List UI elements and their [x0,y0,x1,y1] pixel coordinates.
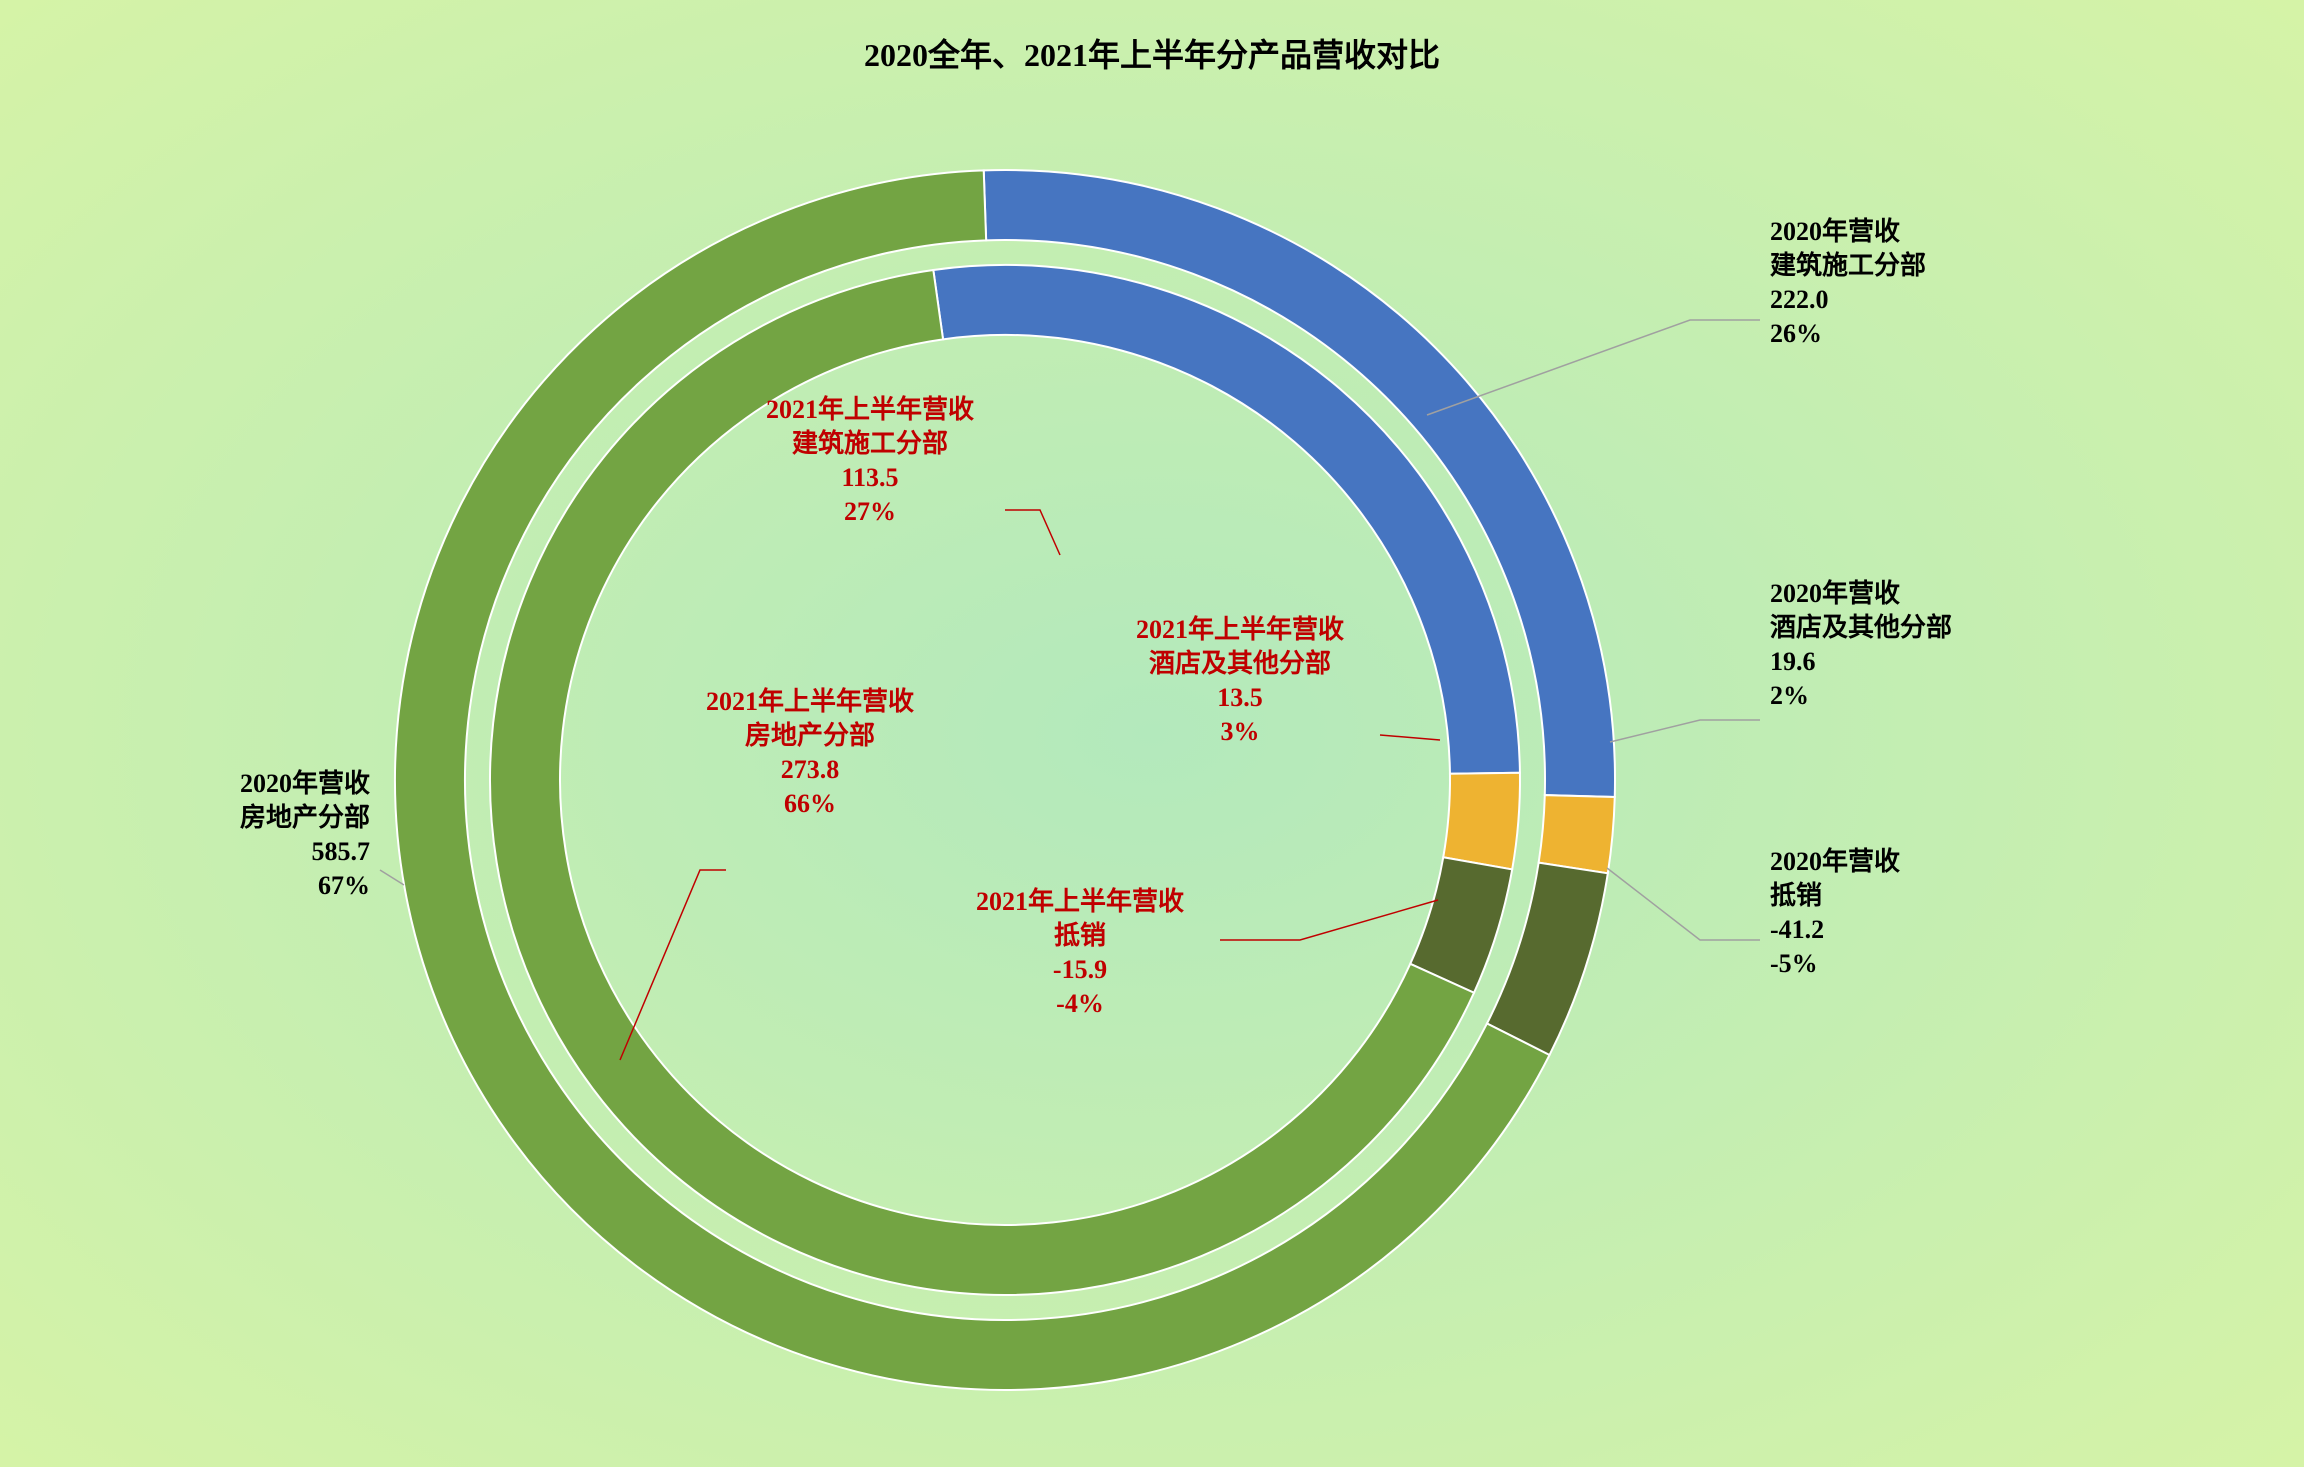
label-text: -4% [1056,989,1104,1018]
chart-svg: 2020年营收建筑施工分部222.026%2020年营收酒店及其他分部19.62… [0,0,2304,1467]
label-text: 2020年营收 [1770,216,1900,246]
label-text: 273.8 [781,755,840,784]
label-text: 2021年上半年营收 [766,394,974,424]
label-text: 66% [784,789,836,818]
label-text: 房地产分部 [745,721,875,750]
label-text: -41.2 [1770,915,1824,944]
label-text: 27% [844,497,896,526]
label-text: 2020年营收 [1770,578,1900,608]
label-text: 2020年营收 [1770,846,1900,876]
chart-title: 2020全年、2021年上半年分产品营收对比 [0,30,2304,76]
label-text: 2021年上半年营收 [1136,614,1344,644]
label-text: 酒店及其他分部 [1770,613,1952,642]
label-text: 19.6 [1770,647,1816,676]
label-text: 酒店及其他分部 [1149,649,1331,678]
label-text: 建筑施工分部 [1770,250,1926,280]
label-text: 113.5 [841,463,898,492]
label-text: -5% [1770,949,1818,978]
label-text: 26% [1770,319,1822,348]
label-text: 2% [1770,681,1809,710]
outer-segment-1 [1539,795,1615,873]
label-text: 房地产分部 [240,803,370,832]
inner-segment-1 [1443,773,1520,870]
label-text: 2021年上半年营收 [976,886,1184,916]
label-text: 222.0 [1770,285,1829,314]
label-text: 585.7 [312,837,371,866]
label-text: 3% [1221,717,1260,746]
label-text: 建筑施工分部 [792,428,948,458]
revenue-comparison-chart: 2020年营收建筑施工分部222.026%2020年营收酒店及其他分部19.62… [0,0,2304,1467]
label-text: 67% [318,871,370,900]
label-text: 抵销 [1054,921,1106,950]
label-text: -15.9 [1053,955,1107,984]
label-text: 抵销 [1770,881,1822,910]
label-text: 2020年营收 [240,768,370,798]
label-text: 13.5 [1217,683,1263,712]
label-text: 2021年上半年营收 [706,686,914,716]
